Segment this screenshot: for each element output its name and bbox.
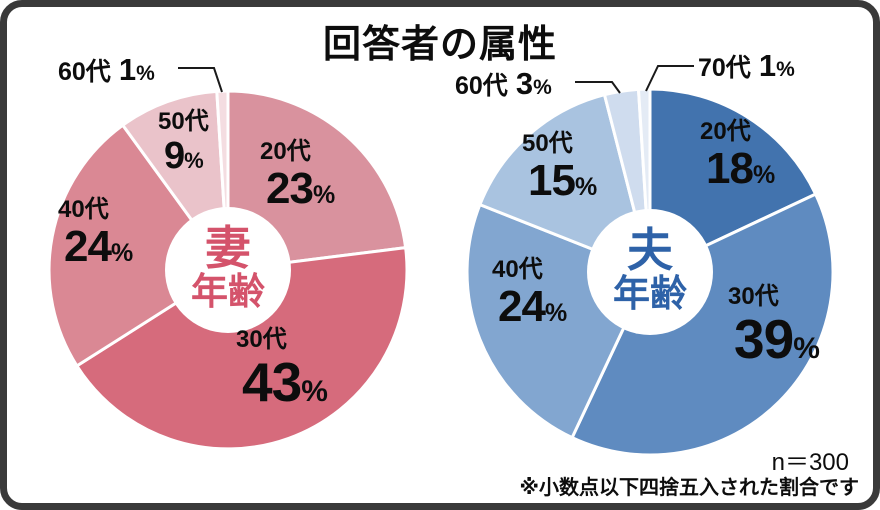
- husband-20s-label: 20代 18%: [700, 118, 776, 193]
- slice-wife-age-40代: [47, 123, 230, 368]
- chart-title: 回答者の属性: [322, 24, 557, 66]
- rounding-note: ※小数点以下四捨五入された割合です: [519, 477, 859, 499]
- donut-hole-husband-age: [587, 209, 713, 335]
- slice-wife-age-30代: [75, 246, 409, 451]
- wife-40s-label: 40代 24%: [58, 196, 134, 271]
- husband-center-line1: 夫: [627, 224, 673, 276]
- husband-60s-label: 60代 3%: [455, 66, 552, 101]
- husband-50s-label: 50代 15%: [522, 130, 598, 205]
- sample-size: n＝300: [771, 449, 849, 476]
- slice-husband-age-30代: [570, 192, 835, 457]
- husband-age-donut-chart: [465, 87, 835, 457]
- wife-center-line1: 妻: [205, 222, 251, 274]
- husband-center-line2: 年齢: [613, 273, 687, 314]
- wife-30s-label: 30代 43%: [236, 326, 328, 413]
- slice-wife-age-20代: [226, 89, 408, 272]
- husband-center-label: 夫 年齢: [585, 227, 715, 312]
- donut-hole-wife-age: [165, 207, 291, 333]
- wife-20s-label: 20代 23%: [260, 138, 336, 213]
- husband-30s-label: 30代 39%: [728, 283, 820, 370]
- wife-center-label: 妻 年齢: [163, 225, 293, 310]
- wife-60s-label: 60代 1%: [58, 52, 155, 87]
- husband-70s-label: 70代 1%: [698, 48, 795, 83]
- wife-center-line2: 年齢: [191, 271, 265, 312]
- husband-40s-label: 40代 24%: [492, 256, 568, 331]
- wife-50s-label: 50代 9%: [158, 108, 209, 177]
- wife-age-donut-chart: [47, 89, 409, 451]
